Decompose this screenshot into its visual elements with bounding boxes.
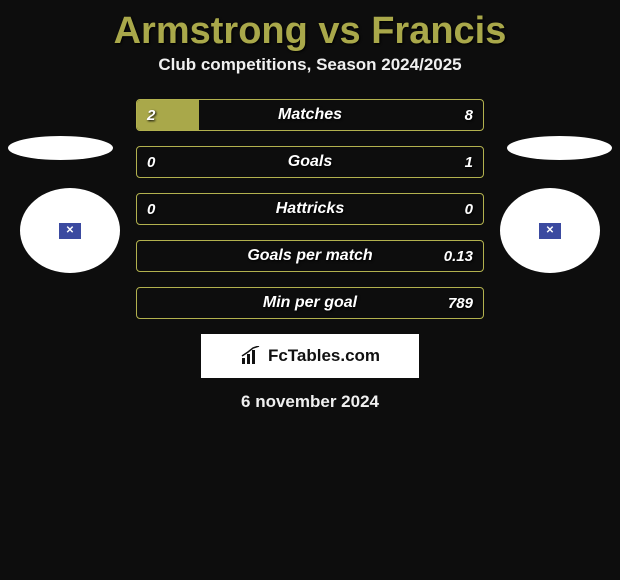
- stat-bar: Matches2 8: [136, 99, 484, 131]
- source-badge-text: FcTables.com: [268, 346, 380, 366]
- player-left-oval: [8, 136, 113, 160]
- bar-left-value: 0: [147, 147, 155, 177]
- stat-bar: Min per goal789: [136, 287, 484, 319]
- bar-label: Goals: [137, 147, 483, 177]
- player-left-avatar: [20, 188, 120, 273]
- bar-label: Min per goal: [137, 288, 483, 318]
- bar-left-value: 0: [147, 194, 155, 224]
- date-label: 6 november 2024: [0, 392, 620, 412]
- chart-icon: [240, 346, 262, 366]
- flag-icon: [59, 223, 81, 239]
- stat-bar: Goals0 1: [136, 146, 484, 178]
- stat-bars: Matches28Goals01Hattricks00Goals per mat…: [136, 99, 484, 319]
- bar-label: Matches: [137, 100, 483, 130]
- bar-label: Goals per match: [137, 241, 483, 271]
- stat-bar: Hattricks0 0: [136, 193, 484, 225]
- bar-right-value: 1: [465, 147, 473, 177]
- bar-label: Hattricks: [137, 194, 483, 224]
- bar-right-value: 789: [448, 288, 473, 318]
- page-title: Armstrong vs Francis: [0, 10, 620, 53]
- stat-bar: Goals per match0.13: [136, 240, 484, 272]
- subtitle: Club competitions, Season 2024/2025: [0, 55, 620, 75]
- player-right-oval: [507, 136, 612, 160]
- bar-right-value: 0.13: [444, 241, 473, 271]
- bar-right-value: 0: [465, 194, 473, 224]
- bar-left-value: 2: [147, 100, 155, 130]
- flag-icon: [539, 223, 561, 239]
- bar-right-value: 8: [465, 100, 473, 130]
- source-badge: FcTables.com: [201, 334, 419, 378]
- player-right-avatar: [500, 188, 600, 273]
